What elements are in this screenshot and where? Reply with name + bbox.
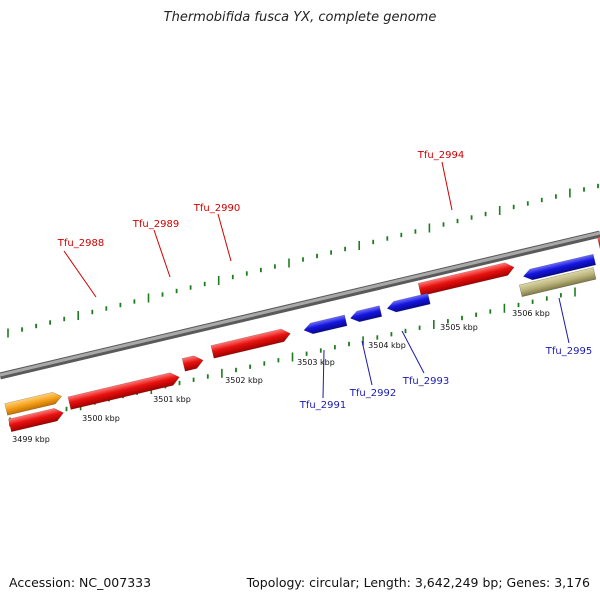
gene-label-tfu-2992[interactable]: Tfu_2992 [349,388,396,399]
backbone [0,230,600,380]
gene-arrow-tfu-2988[interactable] [67,371,181,410]
gene-label-tfu-2989[interactable]: Tfu_2989 [132,219,179,230]
feature-track [4,232,600,433]
gene-arrow-tfu-2994[interactable] [417,261,515,297]
upper-tick-track [7,183,599,338]
gene-label-tfu-2988[interactable]: Tfu_2988 [57,238,104,249]
gene-arrow-tfu-2989[interactable] [181,354,204,372]
callout-lines [63,161,570,399]
scale-label-3502: 3502 kbp [225,376,263,385]
scale-label-3500: 3500 kbp [82,414,120,423]
scale-label-3504: 3504 kbp [368,341,406,350]
scale-label-3499: 3499 kbp [12,435,50,444]
gene-arrow-tfu-2995[interactable] [522,253,597,281]
gene-arrow-tfu-2993[interactable] [386,292,431,314]
gene-label-tfu-2994[interactable]: Tfu_2994 [417,150,464,161]
scale-label-3501: 3501 kbp [153,395,191,404]
scale-label-3506: 3506 kbp [512,309,550,318]
scale-label-3503: 3503 kbp [297,358,335,367]
gene-label-tfu-2995[interactable]: Tfu_2995 [545,346,592,357]
gene-arrow-tfu-2990[interactable] [210,327,292,359]
genome-stats-text: Topology: circular; Length: 3,642,249 bp… [246,575,590,590]
gene-label-tfu-2991[interactable]: Tfu_2991 [299,400,346,411]
gene-label-tfu-2993[interactable]: Tfu_2993 [402,376,449,387]
accession-text: Accession: NC_007333 [9,575,152,590]
feature-box-tan[interactable] [518,267,597,298]
page-title: Thermobifida fusca YX, complete genome [163,10,437,25]
scale-label-3505: 3505 kbp [440,323,478,332]
gene-arrow-tfu-2991[interactable] [303,314,348,336]
reverse-strand-features [303,253,597,336]
gene-label-tfu-2990[interactable]: Tfu_2990 [193,203,240,214]
feature-arrow-orange[interactable] [4,390,63,416]
forward-strand-features [4,232,600,433]
gene-arrow[interactable] [8,406,65,433]
gene-arrow-tfu-2992[interactable] [349,305,383,324]
